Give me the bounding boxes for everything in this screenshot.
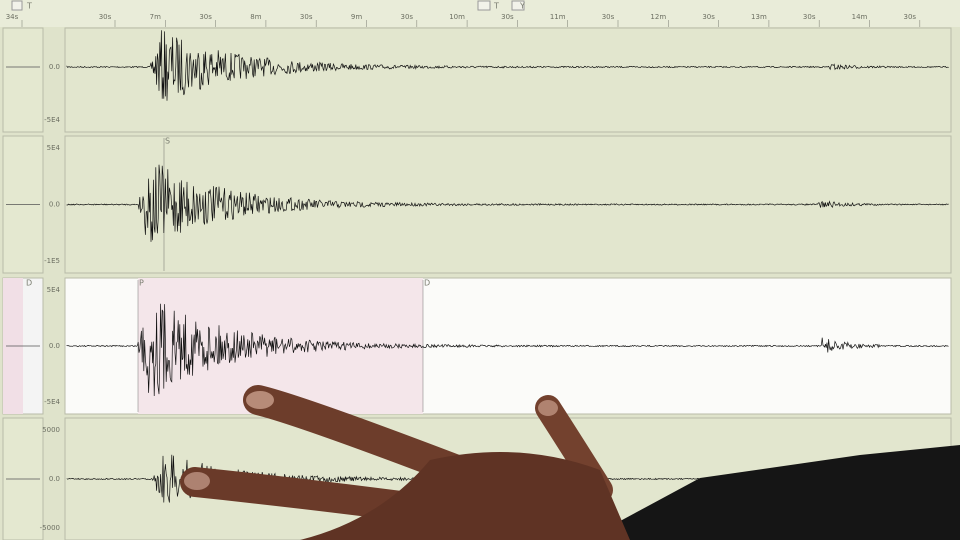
time-label: 7m bbox=[150, 13, 161, 21]
time-label: 34s bbox=[6, 13, 19, 21]
amplitude-label: 0.0 bbox=[49, 201, 60, 209]
amplitude-label: 5E4 bbox=[47, 286, 61, 294]
labels: T T Y 34s 30s 7m 30s 8m 30s 9m 30s 10m 30s 11m 30s 12m 3… bbox=[6, 0, 921, 532]
amplitude-label: -1E5 bbox=[44, 257, 60, 265]
fingernail bbox=[184, 472, 210, 490]
amplitude-label: -5000 bbox=[40, 524, 60, 532]
time-label: 8m bbox=[250, 13, 261, 21]
time-label: 9m bbox=[351, 13, 362, 21]
time-label: 12m bbox=[650, 13, 666, 21]
time-label: 30s bbox=[199, 13, 212, 21]
amplitude-label: 0.0 bbox=[49, 63, 60, 71]
side-box bbox=[2, 27, 44, 133]
time-label: 30s bbox=[401, 13, 414, 21]
time-label: 30s bbox=[501, 13, 514, 21]
amplitude-label: 5E4 bbox=[47, 144, 61, 152]
time-label: 30s bbox=[602, 13, 615, 21]
toolbar-button bbox=[11, 0, 23, 11]
fingernail bbox=[538, 400, 558, 416]
waveform bbox=[66, 30, 949, 101]
sleeve bbox=[585, 445, 960, 540]
time-label: 11m bbox=[550, 13, 566, 21]
time-label: 10m bbox=[449, 13, 465, 21]
time-label: 30s bbox=[904, 13, 917, 21]
fingernail bbox=[246, 391, 274, 409]
amplitude-label: -5E4 bbox=[44, 116, 60, 124]
time-label: 30s bbox=[803, 13, 816, 21]
palm bbox=[300, 452, 630, 540]
amplitude-label: 0.0 bbox=[49, 475, 60, 483]
toolbar-label: T bbox=[493, 2, 499, 11]
amplitude-label: 0.0 bbox=[49, 342, 60, 350]
time-label: 30s bbox=[300, 13, 313, 21]
hand bbox=[180, 385, 960, 540]
time-label: 30s bbox=[702, 13, 715, 21]
phase-marker: P bbox=[139, 279, 144, 288]
phase-marker: D bbox=[26, 279, 32, 288]
panels bbox=[2, 27, 952, 540]
amplitude-label: -5E4 bbox=[44, 398, 60, 406]
toolbar-label: T bbox=[26, 2, 32, 11]
amplitude-label: 5000 bbox=[42, 426, 60, 434]
toolbar-button bbox=[511, 0, 525, 11]
time-label: 30s bbox=[99, 13, 112, 21]
phase-marker: S bbox=[165, 137, 170, 146]
plot-area bbox=[64, 27, 952, 133]
toolbar-label: Y bbox=[519, 2, 525, 11]
waveform bbox=[66, 303, 949, 397]
time-label: 13m bbox=[751, 13, 767, 21]
toolbar-button bbox=[477, 0, 491, 11]
time-label: 14m bbox=[852, 13, 868, 21]
waveform bbox=[66, 164, 949, 242]
phase-marker: D bbox=[424, 279, 430, 288]
